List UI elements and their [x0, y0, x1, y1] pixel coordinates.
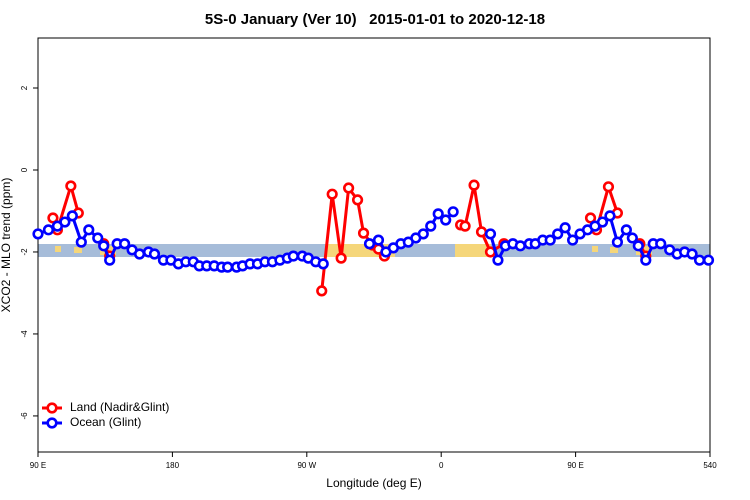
- chart-title: 5S-0 January (Ver 10) 2015-01-01 to 2020…: [205, 11, 545, 28]
- data-point: [92, 232, 104, 244]
- y-axis-label: XCO2 - MLO trend (ppm): [0, 178, 13, 313]
- y-tick-label: -2: [20, 248, 29, 256]
- data-point: [222, 261, 234, 273]
- data-point: [611, 236, 624, 248]
- data-point: [584, 212, 597, 224]
- y-tick-label: -6: [20, 412, 29, 420]
- legend-marker: [46, 417, 58, 429]
- data-point: [484, 228, 497, 240]
- legend-label: Ocean (Glint): [70, 415, 141, 429]
- data-point: [432, 208, 444, 220]
- data-point: [148, 248, 161, 260]
- data-point: [632, 240, 644, 252]
- data-point: [133, 248, 146, 260]
- data-point: [552, 228, 564, 240]
- y-tick-label: 0: [20, 167, 29, 172]
- data-point: [357, 227, 370, 239]
- data-point: [119, 238, 131, 250]
- data-point: [596, 216, 609, 228]
- data-point: [640, 254, 652, 266]
- x-tick-label: 90 W: [297, 461, 316, 470]
- data-point: [514, 240, 526, 252]
- data-point: [317, 258, 329, 270]
- data-point: [604, 210, 616, 222]
- data-point: [475, 226, 488, 238]
- data-point: [440, 214, 452, 226]
- data-point: [693, 254, 706, 266]
- x-axis-label: Longitude (deg E): [326, 476, 421, 490]
- data-point: [626, 232, 638, 244]
- data-point: [47, 212, 59, 224]
- data-point: [104, 254, 116, 266]
- data-point: [492, 254, 504, 266]
- data-point: [602, 181, 615, 193]
- data-point: [351, 194, 364, 206]
- x-tick-label: 180: [166, 461, 180, 470]
- legend-label: Land (Nadir&Glint): [70, 400, 169, 414]
- data-point: [468, 179, 480, 191]
- legend-marker: [46, 402, 58, 414]
- y-tick-label: 2: [20, 85, 29, 90]
- data-point: [316, 285, 328, 297]
- data-point: [287, 250, 299, 262]
- data-point: [65, 180, 77, 192]
- data-point: [343, 182, 355, 194]
- data-point: [42, 224, 55, 236]
- data-point: [655, 238, 667, 250]
- data-point: [459, 220, 471, 232]
- x-tick-label: 90 E: [30, 461, 46, 470]
- x-tick-label: 90 E: [567, 461, 583, 470]
- data-point: [702, 254, 715, 266]
- data-point: [59, 216, 71, 228]
- x-tick-label: 540: [703, 461, 717, 470]
- data-point: [335, 252, 347, 264]
- data-point: [544, 234, 556, 246]
- data-point: [372, 234, 385, 246]
- data-point: [66, 210, 78, 222]
- data-point: [447, 206, 459, 218]
- data-point: [620, 224, 632, 236]
- data-point: [83, 224, 95, 236]
- data-point: [75, 236, 87, 248]
- x-tick-label: 0: [439, 461, 444, 470]
- data-point: [567, 234, 579, 246]
- data-point: [32, 228, 44, 240]
- y-tick-label: -4: [20, 330, 29, 338]
- data-point: [559, 222, 571, 234]
- data-point: [425, 220, 437, 232]
- data-point: [363, 238, 376, 250]
- data-point: [417, 228, 429, 240]
- data-point: [326, 188, 338, 200]
- data-point: [686, 248, 698, 260]
- data-point: [98, 240, 110, 252]
- plot-frame: [37, 37, 711, 453]
